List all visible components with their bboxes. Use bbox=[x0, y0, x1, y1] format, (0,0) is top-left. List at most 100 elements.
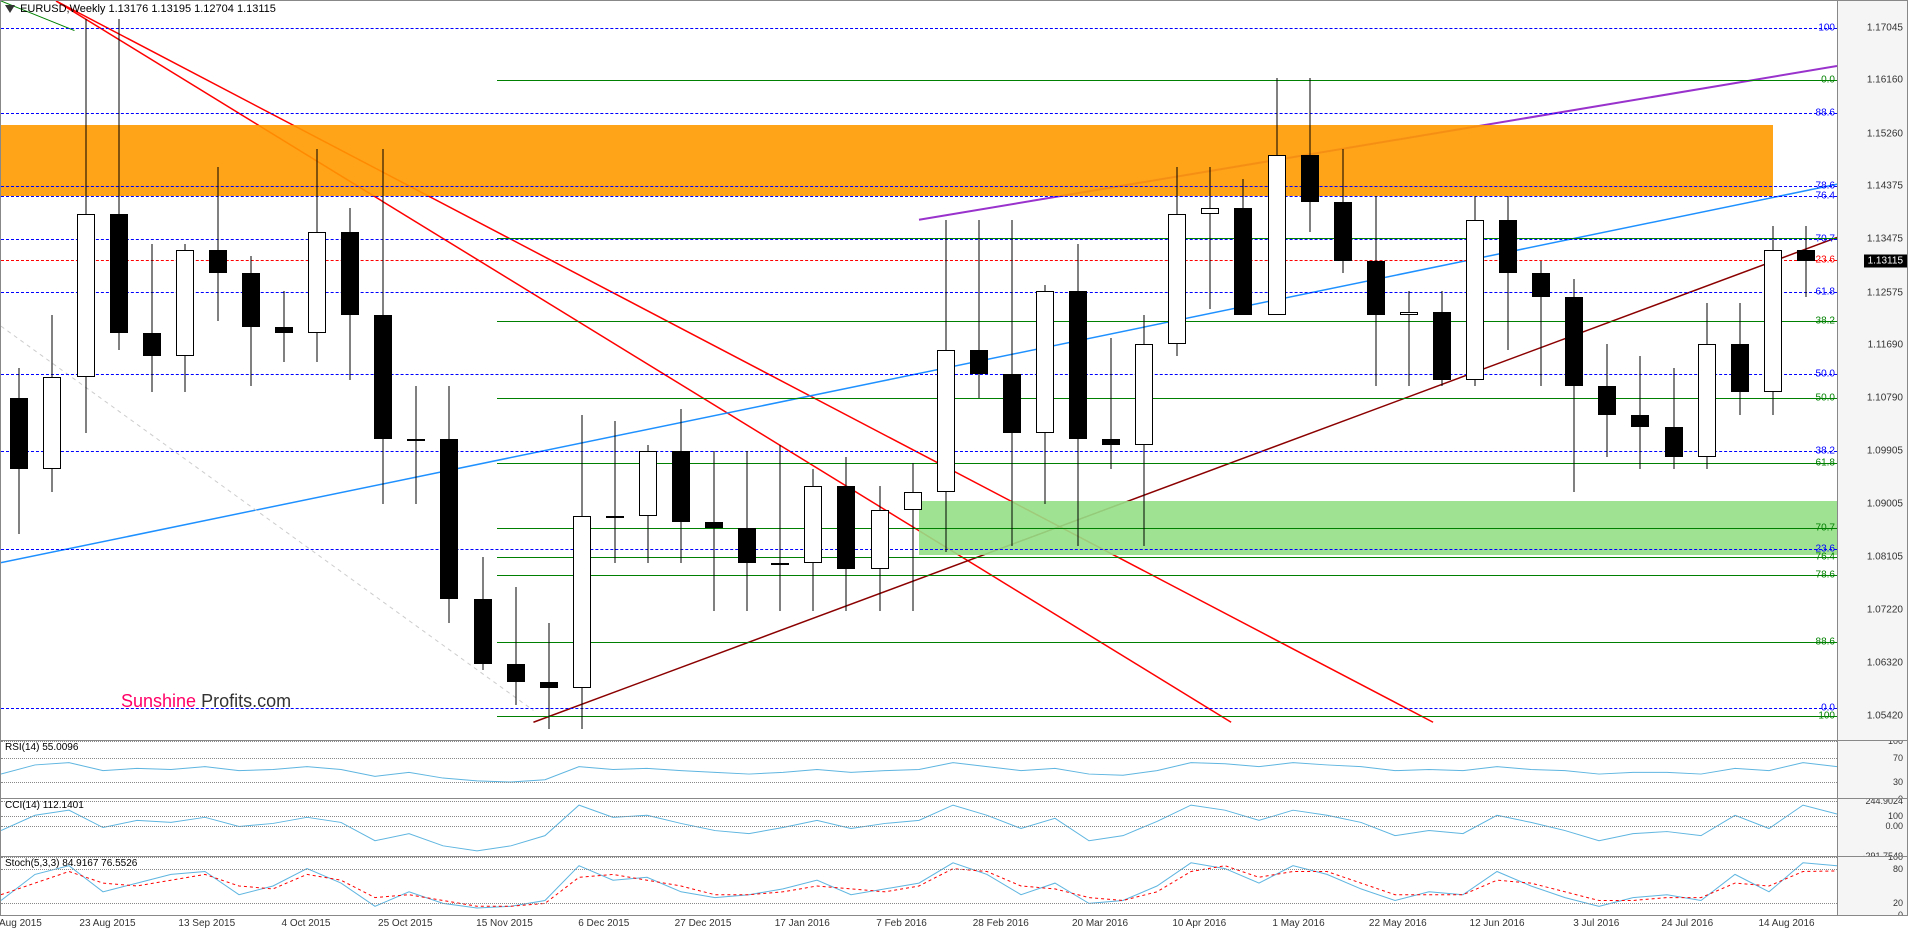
symbol-label: EURUSD,Weekly bbox=[20, 3, 105, 15]
stoch-label: Stoch(5,3,3) 84.9167 76.5526 bbox=[5, 858, 137, 869]
indicator-level bbox=[1, 816, 1837, 817]
candle bbox=[968, 1, 990, 741]
candle bbox=[1795, 1, 1817, 741]
candle bbox=[41, 1, 63, 741]
fib-label: 0.0 bbox=[1821, 75, 1835, 86]
chart-title: EURUSD,Weekly 1.13176 1.13195 1.12704 1.… bbox=[5, 3, 276, 15]
fib-label: 61.8 bbox=[1816, 457, 1835, 468]
fib-label: 50.0 bbox=[1816, 368, 1835, 379]
candle bbox=[1266, 1, 1288, 741]
stoch-panel[interactable]: Stoch(5,3,3) 84.9167 76.5526 10080200 bbox=[1, 857, 1907, 915]
candle bbox=[1100, 1, 1122, 741]
fib-label: 100 bbox=[1818, 22, 1835, 33]
candle bbox=[1133, 1, 1155, 741]
candle bbox=[1696, 1, 1718, 741]
indicator-y-label: 30 bbox=[1893, 777, 1903, 787]
y-tick-label: 1.10790 bbox=[1867, 393, 1903, 404]
candle bbox=[571, 1, 593, 741]
cci-axis: 244.90241000.00-291.7549 bbox=[1837, 799, 1907, 856]
chart-container: EURUSD,Weekly 1.13176 1.13195 1.12704 1.… bbox=[0, 0, 1908, 916]
cci-chart-area bbox=[1, 799, 1837, 856]
fib-label: 61.8 bbox=[1816, 287, 1835, 298]
candle bbox=[1431, 1, 1453, 741]
rsi-line bbox=[1, 741, 1837, 798]
candle bbox=[869, 1, 891, 741]
candle bbox=[405, 1, 427, 741]
watermark: Sunshine Profits.com bbox=[121, 691, 291, 712]
candle bbox=[1762, 1, 1784, 741]
current-price-badge: 1.13115 bbox=[1864, 254, 1907, 267]
indicator-y-label: 100 bbox=[1888, 811, 1903, 821]
candle bbox=[108, 1, 130, 741]
time-axis: 2 Aug 201523 Aug 201513 Sep 20154 Oct 20… bbox=[0, 916, 1838, 936]
rsi-chart-area bbox=[1, 741, 1837, 798]
rsi-panel[interactable]: RSI(14) 55.0096 10070300 bbox=[1, 741, 1907, 799]
indicator-y-label: 80 bbox=[1893, 864, 1903, 874]
indicator-level bbox=[1, 801, 1837, 802]
y-tick-label: 1.07220 bbox=[1867, 604, 1903, 615]
fib-label: 76.4 bbox=[1816, 552, 1835, 563]
fib-label: 88.6 bbox=[1816, 108, 1835, 119]
candle bbox=[75, 1, 97, 741]
main-price-chart[interactable]: EURUSD,Weekly 1.13176 1.13195 1.12704 1.… bbox=[1, 1, 1907, 741]
fib-label: 70.7 bbox=[1816, 233, 1835, 244]
y-tick-label: 1.05420 bbox=[1867, 711, 1903, 722]
y-tick-label: 1.12575 bbox=[1867, 287, 1903, 298]
candle bbox=[141, 1, 163, 741]
candle bbox=[769, 1, 791, 741]
y-tick-label: 1.08105 bbox=[1867, 552, 1903, 563]
cci-line bbox=[1, 799, 1837, 856]
candle bbox=[538, 1, 560, 741]
indicator-y-label: 100 bbox=[1888, 857, 1903, 862]
y-tick-label: 1.13475 bbox=[1867, 234, 1903, 245]
fib-label: 88.6 bbox=[1816, 636, 1835, 647]
ohlc-label: 1.13176 1.13195 1.12704 1.13115 bbox=[109, 3, 276, 15]
candle bbox=[703, 1, 725, 741]
candle bbox=[1199, 1, 1221, 741]
candle bbox=[8, 1, 30, 741]
candle bbox=[1563, 1, 1585, 741]
y-tick-label: 1.14375 bbox=[1867, 181, 1903, 192]
cci-panel[interactable]: CCI(14) 112.1401 244.90241000.00-291.754… bbox=[1, 799, 1907, 857]
fib-label: 76.4 bbox=[1816, 191, 1835, 202]
candle bbox=[306, 1, 328, 741]
candle bbox=[438, 1, 460, 741]
indicator-level bbox=[1, 758, 1837, 759]
fib-label: 78.6 bbox=[1816, 570, 1835, 581]
candle bbox=[1299, 1, 1321, 741]
stoch-axis: 10080200 bbox=[1837, 857, 1907, 915]
indicator-y-label: 70 bbox=[1893, 753, 1903, 763]
indicator-level bbox=[1, 857, 1837, 858]
candle bbox=[273, 1, 295, 741]
indicator-level bbox=[1, 826, 1837, 827]
candle bbox=[1332, 1, 1354, 741]
rsi-axis: 10070300 bbox=[1837, 741, 1907, 798]
candle bbox=[604, 1, 626, 741]
fib-label: 70.7 bbox=[1816, 522, 1835, 533]
y-tick-label: 1.06320 bbox=[1867, 657, 1903, 668]
indicator-y-label: 0 bbox=[1898, 910, 1903, 915]
candle bbox=[1729, 1, 1751, 741]
indicator-level bbox=[1, 903, 1837, 904]
candle bbox=[1067, 1, 1089, 741]
candle bbox=[902, 1, 924, 741]
candle bbox=[1596, 1, 1618, 741]
candle bbox=[736, 1, 758, 741]
rsi-label: RSI(14) 55.0096 bbox=[5, 742, 78, 753]
fib-label: 38.2 bbox=[1816, 445, 1835, 456]
candle bbox=[1232, 1, 1254, 741]
candle bbox=[240, 1, 262, 741]
candle bbox=[1001, 1, 1023, 741]
candle bbox=[339, 1, 361, 741]
candle bbox=[637, 1, 659, 741]
candle bbox=[1034, 1, 1056, 741]
y-tick-label: 1.11690 bbox=[1868, 339, 1903, 350]
dropdown-icon[interactable] bbox=[5, 5, 15, 13]
candle bbox=[1166, 1, 1188, 741]
stoch-line bbox=[1, 857, 1837, 915]
y-tick-label: 1.15260 bbox=[1867, 128, 1903, 139]
y-tick-label: 1.09005 bbox=[1867, 498, 1903, 509]
candle bbox=[1365, 1, 1387, 741]
main-chart-area[interactable]: 10088.678.676.470.761.850.038.223.60.00.… bbox=[1, 1, 1837, 740]
candle bbox=[1629, 1, 1651, 741]
